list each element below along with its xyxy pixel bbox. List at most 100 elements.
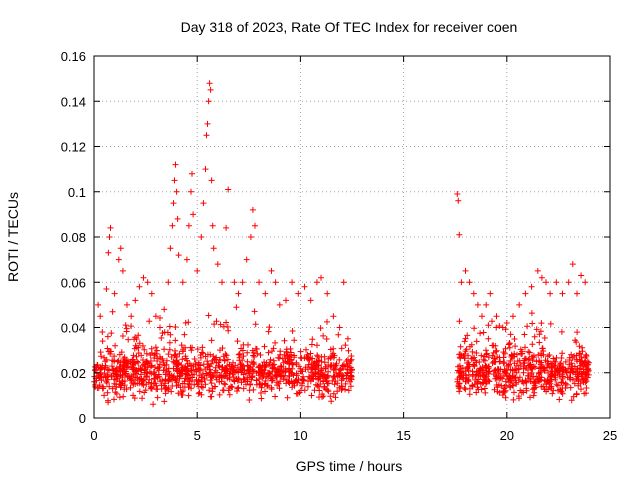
data-point — [541, 335, 548, 341]
data-point — [329, 377, 336, 384]
data-point — [575, 377, 582, 384]
data-point — [174, 368, 181, 375]
data-point — [163, 357, 170, 364]
data-point — [458, 370, 465, 377]
data-point — [531, 333, 538, 340]
data-point — [289, 279, 296, 286]
data-point — [511, 389, 517, 396]
data-point — [300, 373, 307, 380]
data-point — [338, 345, 345, 352]
data-point — [262, 377, 269, 384]
data-point — [318, 274, 324, 281]
data-point — [182, 355, 189, 362]
data-point — [485, 335, 492, 342]
data-point — [454, 191, 461, 197]
data-point — [208, 337, 215, 344]
data-point — [347, 369, 354, 376]
data-point — [103, 286, 110, 292]
data-point — [574, 358, 581, 365]
data-point — [545, 370, 551, 376]
data-point — [285, 366, 292, 373]
data-point — [138, 376, 145, 382]
data-point — [201, 375, 208, 382]
data-point — [158, 335, 165, 341]
data-point — [124, 363, 131, 370]
data-point — [219, 279, 225, 286]
data-point — [262, 290, 269, 297]
data-point — [198, 391, 205, 398]
data-point — [145, 379, 152, 386]
data-point — [182, 344, 189, 351]
data-point — [530, 363, 537, 370]
data-point — [568, 397, 575, 404]
data-point — [499, 324, 506, 331]
data-point — [550, 355, 557, 362]
data-point — [189, 170, 195, 177]
data-point — [462, 368, 469, 375]
data-point — [318, 366, 325, 373]
data-point — [153, 350, 160, 357]
data-point — [185, 392, 192, 399]
data-point — [276, 385, 283, 392]
data-point — [130, 356, 136, 363]
data-point — [223, 352, 230, 359]
data-point — [342, 380, 349, 387]
data-point — [340, 361, 347, 368]
data-point — [240, 353, 247, 360]
data-point — [182, 368, 189, 375]
data-point — [257, 352, 264, 358]
data-point — [109, 385, 116, 392]
data-point — [206, 80, 213, 87]
y-tick-label: 0.02 — [61, 366, 86, 381]
data-point — [101, 354, 108, 361]
data-point — [185, 319, 192, 326]
data-point — [93, 370, 100, 377]
data-point — [583, 359, 590, 366]
y-tick-label: 0.08 — [61, 230, 86, 245]
data-point — [210, 245, 217, 252]
data-point — [188, 385, 195, 392]
data-point — [233, 304, 240, 311]
data-point — [188, 188, 194, 195]
data-point — [336, 356, 343, 363]
data-point — [496, 323, 503, 329]
x-tick-label: 20 — [500, 428, 514, 443]
data-point — [462, 267, 469, 274]
data-point — [243, 370, 249, 377]
data-point — [133, 353, 140, 360]
data-point — [562, 380, 569, 387]
data-point — [458, 279, 465, 286]
data-point — [559, 290, 566, 297]
data-point — [181, 331, 188, 338]
data-point — [283, 297, 289, 304]
data-point — [517, 362, 524, 368]
data-point — [309, 372, 316, 379]
data-point — [274, 371, 281, 378]
data-point — [473, 389, 480, 396]
data-point — [534, 267, 541, 274]
data-point — [265, 328, 272, 335]
data-point — [204, 120, 211, 127]
data-point — [518, 389, 525, 396]
data-point — [127, 384, 134, 391]
data-point — [506, 372, 513, 379]
data-point — [207, 86, 214, 93]
x-tick-label: 25 — [603, 428, 617, 443]
data-point — [113, 373, 120, 380]
data-point — [336, 324, 343, 331]
data-point — [205, 312, 212, 319]
data-point — [456, 374, 463, 381]
data-point — [265, 349, 272, 356]
data-point — [207, 377, 214, 384]
data-point — [252, 222, 258, 229]
data-point — [511, 350, 518, 357]
data-point — [152, 344, 159, 351]
data-point — [328, 362, 335, 369]
data-point — [200, 361, 207, 368]
data-point — [225, 327, 232, 334]
data-point — [297, 354, 304, 361]
x-axis-label: GPS time / hours — [296, 458, 403, 474]
data-point — [465, 359, 472, 366]
data-point — [221, 380, 228, 387]
data-point — [466, 391, 473, 398]
